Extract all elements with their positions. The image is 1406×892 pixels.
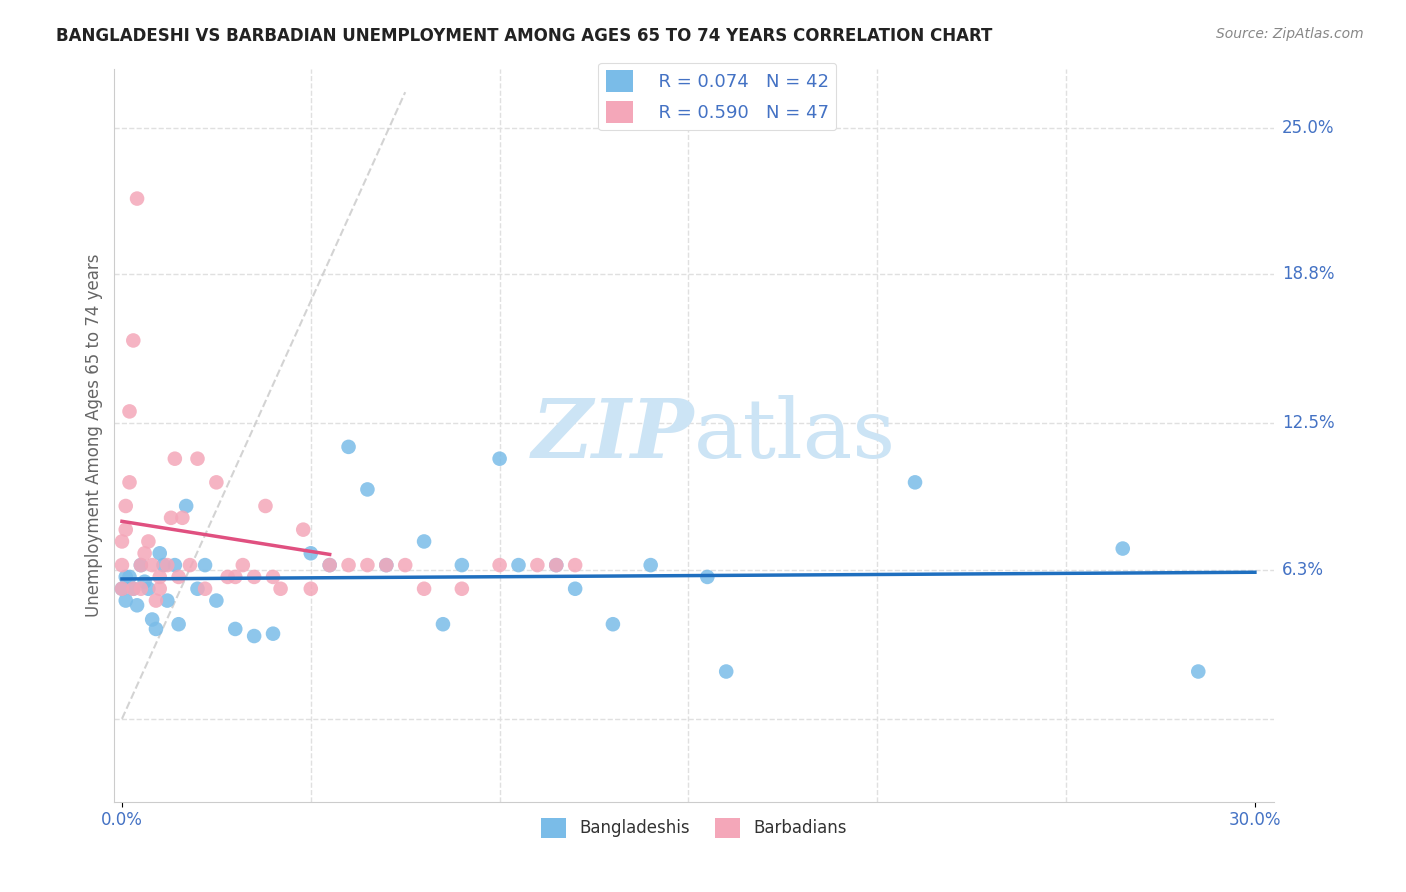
Point (138, 582, 160, 596)
Point (114, 499, 136, 513)
Text: 25.0%: 25.0% (1282, 119, 1334, 136)
Point (546, 558, 568, 573)
Point (356, 558, 378, 573)
Point (138, 534, 160, 549)
Point (118, 475, 141, 490)
Point (129, 582, 152, 596)
Point (564, 558, 586, 573)
Point (174, 499, 197, 513)
Point (152, 558, 174, 573)
Point (602, 617, 624, 632)
Point (167, 570, 190, 584)
Point (149, 546, 172, 560)
Point (318, 558, 340, 573)
Point (243, 570, 266, 584)
Text: ZIP: ZIP (531, 395, 695, 475)
Point (716, 665, 738, 679)
Point (111, 534, 134, 549)
Point (114, 523, 136, 537)
Point (125, 599, 148, 613)
Legend: Bangladeshis, Barbadians: Bangladeshis, Barbadians (534, 811, 853, 845)
Point (114, 593, 136, 607)
Point (450, 558, 472, 573)
Point (111, 558, 134, 573)
Point (318, 558, 340, 573)
Point (205, 593, 228, 607)
Point (194, 582, 217, 596)
Point (299, 582, 322, 596)
Point (179, 558, 201, 573)
Point (145, 593, 167, 607)
Point (413, 534, 436, 549)
Text: Source: ZipAtlas.com: Source: ZipAtlas.com (1216, 27, 1364, 41)
Point (488, 451, 510, 466)
Point (1187, 665, 1209, 679)
Point (145, 622, 167, 636)
Point (156, 558, 179, 573)
Point (640, 558, 662, 573)
Point (1112, 541, 1135, 556)
Point (205, 475, 228, 490)
Point (243, 629, 266, 643)
Point (194, 558, 217, 573)
Point (134, 546, 156, 560)
Point (122, 582, 145, 596)
Point (696, 570, 718, 584)
Point (356, 483, 378, 497)
Point (122, 582, 145, 596)
Point (141, 558, 163, 573)
Text: 12.5%: 12.5% (1282, 414, 1334, 433)
Text: 6.3%: 6.3% (1282, 561, 1324, 579)
Point (299, 546, 322, 560)
Point (375, 558, 398, 573)
Text: 18.8%: 18.8% (1282, 265, 1334, 284)
Text: BANGLADESHI VS BARBADIAN UNEMPLOYMENT AMONG AGES 65 TO 74 YEARS CORRELATION CHAR: BANGLADESHI VS BARBADIAN UNEMPLOYMENT AM… (56, 27, 993, 45)
Point (160, 511, 183, 525)
Point (111, 582, 134, 596)
Point (564, 582, 586, 596)
Point (254, 499, 277, 513)
Point (163, 451, 186, 466)
Point (488, 558, 510, 573)
Point (163, 558, 186, 573)
Text: atlas: atlas (695, 395, 896, 475)
Point (508, 558, 530, 573)
Point (149, 582, 172, 596)
Point (262, 626, 284, 640)
Point (129, 558, 152, 573)
Point (432, 617, 454, 632)
Point (224, 570, 246, 584)
Point (122, 334, 145, 348)
Point (129, 558, 152, 573)
Point (172, 511, 194, 525)
Point (111, 582, 134, 596)
Point (413, 582, 436, 596)
Point (375, 558, 398, 573)
Point (262, 570, 284, 584)
Point (141, 612, 163, 626)
Point (125, 192, 148, 206)
Point (337, 440, 360, 454)
Point (186, 451, 208, 466)
Point (118, 404, 141, 418)
Point (270, 582, 292, 596)
Point (394, 558, 416, 573)
Point (526, 558, 548, 573)
Point (134, 574, 156, 589)
Point (224, 622, 246, 636)
Point (118, 570, 141, 584)
Point (450, 582, 472, 596)
Point (904, 475, 927, 490)
Point (337, 558, 360, 573)
Point (546, 558, 568, 573)
Point (149, 570, 172, 584)
Point (232, 558, 254, 573)
Point (167, 617, 190, 632)
Point (156, 593, 179, 607)
Point (217, 570, 239, 584)
Point (114, 570, 136, 584)
Point (292, 523, 315, 537)
Point (186, 582, 208, 596)
Y-axis label: Unemployment Among Ages 65 to 74 years: Unemployment Among Ages 65 to 74 years (86, 253, 103, 616)
